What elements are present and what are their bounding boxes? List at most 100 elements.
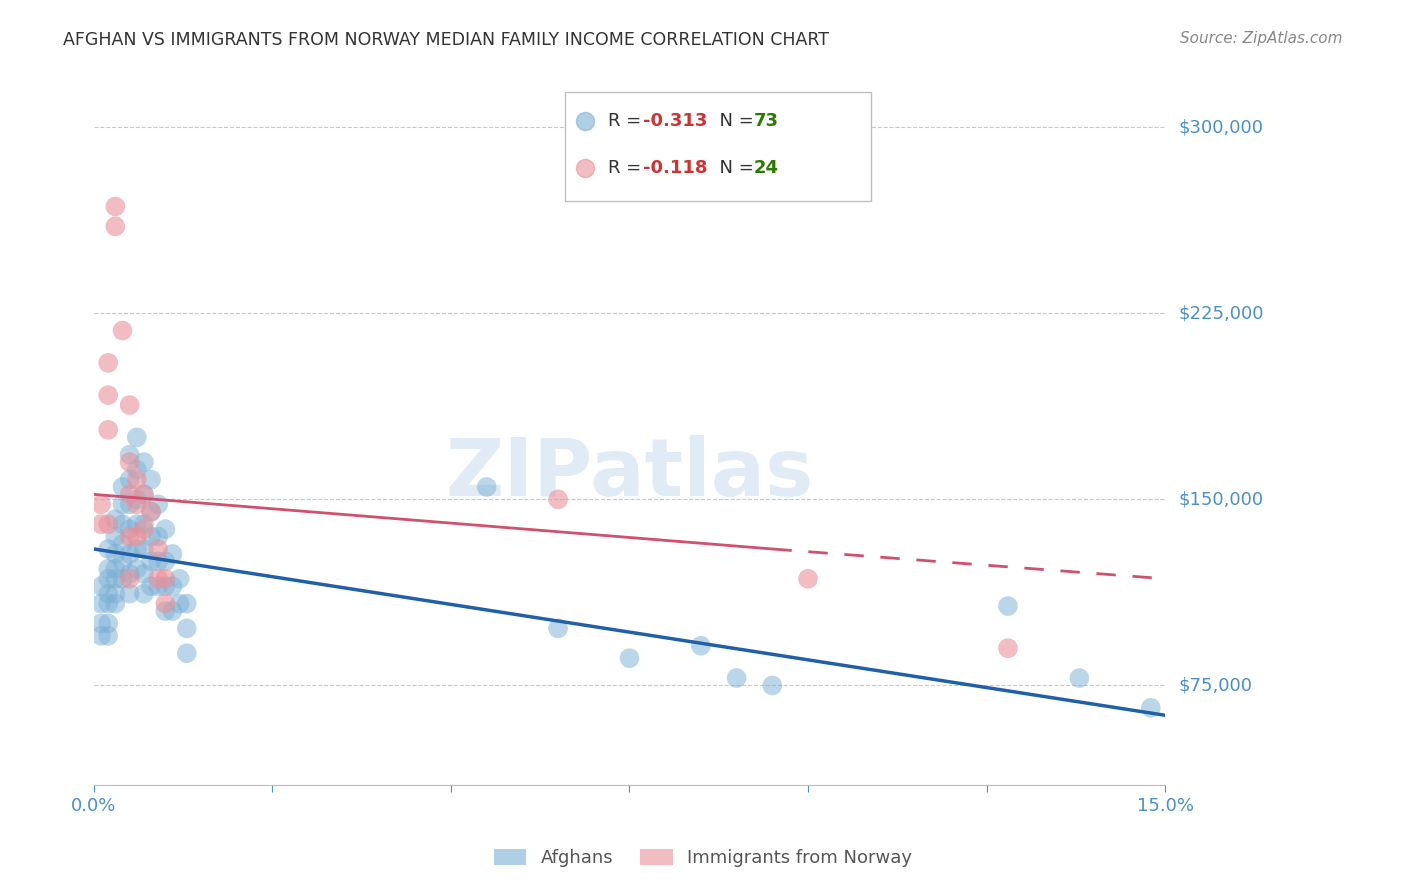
Point xyxy=(132,487,155,501)
Point xyxy=(155,554,177,568)
Point xyxy=(132,541,155,556)
Point xyxy=(104,562,127,576)
Point xyxy=(132,487,155,501)
Text: N =: N = xyxy=(707,112,759,130)
Legend: Afghans, Immigrants from Norway: Afghans, Immigrants from Norway xyxy=(486,841,920,874)
Point xyxy=(1069,671,1091,685)
Point xyxy=(169,572,191,586)
Point xyxy=(118,566,141,581)
Point xyxy=(139,505,162,519)
Point xyxy=(97,517,120,532)
Point xyxy=(118,455,141,469)
Point xyxy=(97,388,120,402)
Point xyxy=(97,562,120,576)
Point xyxy=(148,497,170,511)
Point xyxy=(111,537,134,551)
Point xyxy=(111,517,134,532)
Point xyxy=(111,324,134,338)
Point xyxy=(1139,701,1161,715)
Point xyxy=(97,587,120,601)
Point xyxy=(125,430,148,444)
Point xyxy=(176,597,198,611)
Point xyxy=(132,517,155,532)
Point xyxy=(125,473,148,487)
Text: AFGHAN VS IMMIGRANTS FROM NORWAY MEDIAN FAMILY INCOME CORRELATION CHART: AFGHAN VS IMMIGRANTS FROM NORWAY MEDIAN … xyxy=(63,31,830,49)
Point xyxy=(104,587,127,601)
Point xyxy=(90,579,112,593)
Point xyxy=(111,554,134,568)
Point xyxy=(547,492,569,507)
Text: $225,000: $225,000 xyxy=(1180,304,1264,322)
Point xyxy=(104,199,127,213)
Point xyxy=(132,566,155,581)
Point xyxy=(547,621,569,635)
Point xyxy=(125,562,148,576)
Point xyxy=(97,356,120,370)
Point xyxy=(132,455,155,469)
Point xyxy=(118,497,141,511)
Point xyxy=(619,651,641,665)
Point xyxy=(148,530,170,544)
Point xyxy=(997,641,1019,656)
Point xyxy=(97,541,120,556)
Point xyxy=(797,572,820,586)
Point xyxy=(690,639,713,653)
Point xyxy=(118,572,141,586)
Point xyxy=(155,579,177,593)
Point xyxy=(125,462,148,476)
Point xyxy=(104,219,127,234)
Text: 73: 73 xyxy=(754,112,779,130)
Point xyxy=(104,597,127,611)
Point xyxy=(118,473,141,487)
Point xyxy=(118,522,141,536)
Text: $300,000: $300,000 xyxy=(1180,118,1264,136)
Text: -0.313: -0.313 xyxy=(644,112,707,130)
Point xyxy=(111,480,134,494)
Point xyxy=(118,487,141,501)
Point xyxy=(125,541,148,556)
Point xyxy=(111,497,134,511)
Point xyxy=(118,587,141,601)
Text: R =: R = xyxy=(607,159,647,177)
Point xyxy=(139,579,162,593)
Point xyxy=(104,512,127,526)
Point xyxy=(90,597,112,611)
Point xyxy=(139,530,162,544)
Point xyxy=(155,597,177,611)
Point xyxy=(97,572,120,586)
Point xyxy=(90,497,112,511)
Point xyxy=(118,398,141,412)
Text: Source: ZipAtlas.com: Source: ZipAtlas.com xyxy=(1180,31,1343,46)
Text: $75,000: $75,000 xyxy=(1180,676,1253,695)
Text: N =: N = xyxy=(707,159,759,177)
Point xyxy=(97,597,120,611)
Text: $150,000: $150,000 xyxy=(1180,491,1264,508)
Point xyxy=(475,480,498,494)
Point xyxy=(90,629,112,643)
Point xyxy=(132,587,155,601)
Point xyxy=(148,541,170,556)
FancyBboxPatch shape xyxy=(565,92,870,202)
Point xyxy=(90,616,112,631)
Text: 24: 24 xyxy=(754,159,779,177)
Point xyxy=(125,497,148,511)
Point xyxy=(997,599,1019,613)
Point xyxy=(118,448,141,462)
Point xyxy=(90,517,112,532)
Point xyxy=(725,671,748,685)
Point xyxy=(148,554,170,568)
Point xyxy=(139,505,162,519)
Point xyxy=(125,530,148,544)
Point xyxy=(97,423,120,437)
Point xyxy=(148,572,170,586)
Text: R =: R = xyxy=(607,112,647,130)
Point xyxy=(162,579,184,593)
Point xyxy=(118,547,141,561)
Point xyxy=(162,547,184,561)
Point xyxy=(148,579,170,593)
Point xyxy=(118,530,141,544)
Point xyxy=(155,604,177,618)
Point xyxy=(104,572,127,586)
Point xyxy=(104,547,127,561)
Point xyxy=(104,530,127,544)
